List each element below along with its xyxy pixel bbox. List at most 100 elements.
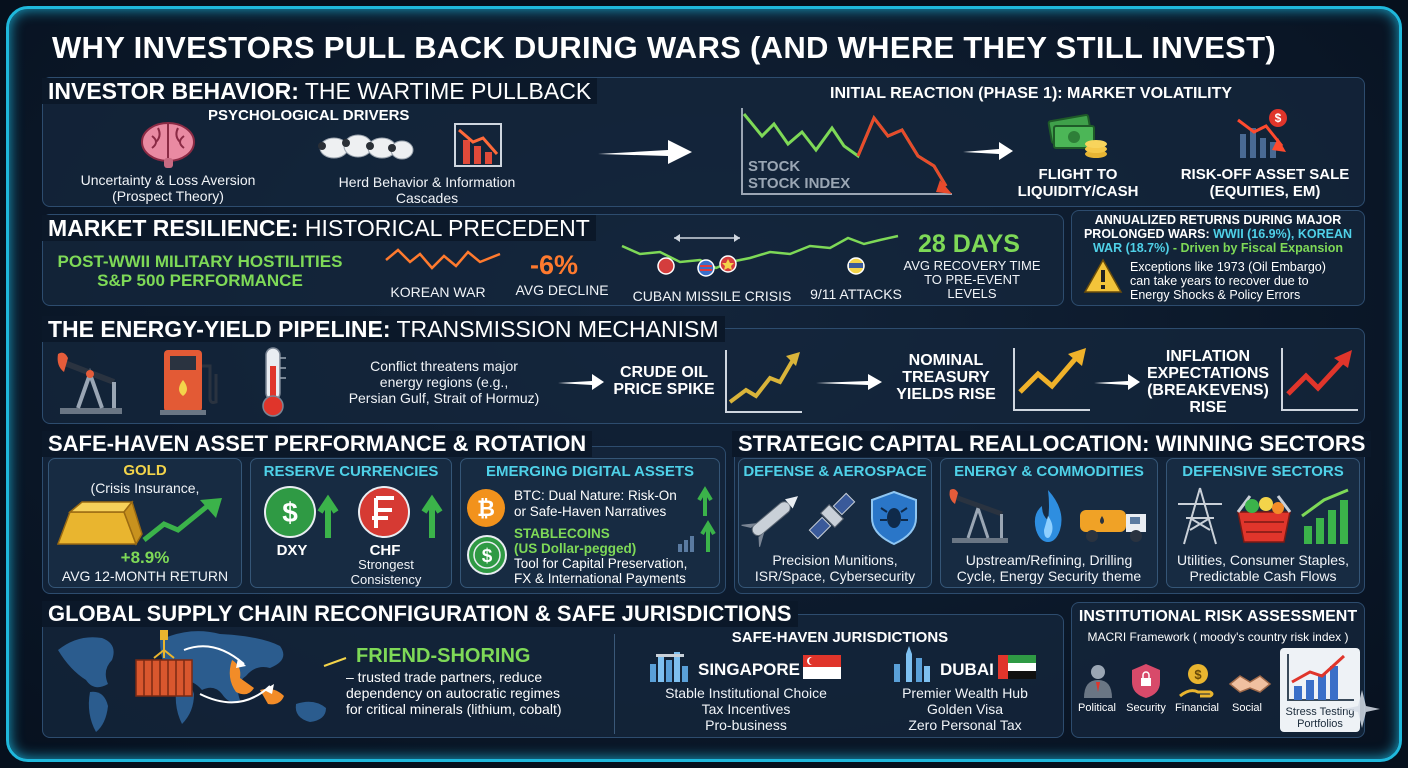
infl-line3: (BREAKEVENS)	[1147, 382, 1269, 399]
stress-line1: Stress Testing	[1285, 706, 1355, 718]
sg-line2: Tax Incentives	[701, 701, 791, 717]
flight-to-liquidity: FLIGHT TO LIQUIDITY/CASH	[998, 166, 1158, 200]
dubai-skyline-icon	[894, 646, 930, 682]
gold-sub: (Crisis Insurance,	[90, 480, 200, 496]
conflict-line3: Persian Gulf, Strait of Hormuz)	[348, 390, 540, 406]
friend-shoring-arrow-icon	[323, 657, 347, 667]
defense-icons	[741, 490, 917, 547]
sg-line3: Pro-business	[705, 717, 787, 733]
stable-line4: FX & International Payments	[514, 571, 686, 586]
uae-flag-icon	[998, 655, 1036, 679]
svg-text:$: $	[482, 546, 493, 567]
recovery-days-value: 28 DAYS	[918, 230, 1020, 258]
strategic-heading: STRATEGIC CAPITAL REALLOCATION: WINNING …	[732, 431, 1372, 457]
singapore-label: SINGAPORE	[698, 660, 801, 679]
psych-drivers-title: PSYCHOLOGICAL DRIVERS	[208, 107, 410, 124]
supply-chain-heading: GLOBAL SUPPLY CHAIN RECONFIGURATION & SA…	[42, 601, 798, 627]
brain-icon	[141, 122, 195, 168]
singapore-flag-icon	[803, 655, 841, 679]
investor-behavior-heading: INVESTOR BEHAVIOR: THE WARTIME PULLBACK	[42, 78, 598, 104]
inflation-chart	[1281, 348, 1358, 411]
flight-line1: FLIGHT TO	[1038, 166, 1118, 183]
defensive-icons	[1178, 487, 1349, 545]
post-line2: S&P 500 PERFORMANCE	[97, 271, 303, 290]
sparkle-icon	[1344, 690, 1380, 728]
arrow-icon-pipeline-2	[816, 374, 882, 390]
svg-text:$: $	[282, 497, 298, 528]
days-line1: AVG RECOVERY TIME	[903, 258, 1041, 273]
gas-pump-icon	[160, 350, 218, 415]
exc-line3: Energy Shocks & Policy Errors	[1130, 288, 1301, 302]
svg-text:$: $	[1275, 111, 1282, 125]
jurisdictions-title: SAFE-HAVEN JURISDICTIONS	[731, 629, 949, 646]
dxy-label: DXY	[276, 542, 308, 559]
oil-pump-icon	[57, 352, 122, 414]
nominal-yields-label: NOMINAL TREASURY YIELDS RISE	[884, 352, 1008, 403]
prospect-theory-label: (Prospect Theory)	[112, 188, 224, 204]
financial-label: Financial	[1174, 702, 1220, 714]
riskoff-line1: RISK-OFF ASSET SALE	[1180, 166, 1350, 183]
initial-reaction-title: INITIAL REACTION (PHASE 1): MARKET VOLAT…	[830, 85, 1233, 102]
btc-line2: or Safe-Haven Narratives	[514, 504, 667, 519]
energy-commodities-title: ENERGY & COMMODITIES	[954, 463, 1144, 480]
reserve-currencies-title: RESERVE CURRENCIES	[263, 463, 439, 480]
exc-line1: Exceptions like 1973 (Oil Embargo)	[1130, 260, 1326, 274]
defsec-line1: Utilities, Consumer Staples,	[1177, 552, 1349, 568]
arrow-icon-small	[963, 142, 1013, 160]
gold-title: GOLD	[123, 462, 167, 479]
recovery-line-chart	[621, 234, 899, 277]
cash-stack-icon	[1047, 114, 1107, 158]
warning-icon	[1083, 258, 1123, 293]
korean-war-label: KOREAN WAR	[390, 284, 486, 300]
conflict-text: Conflict threatens major energy regions …	[326, 358, 562, 406]
arrow-icon-pipeline-3	[1094, 374, 1140, 390]
crude-oil-chart	[725, 350, 802, 413]
singapore-desc: Stable Institutional Choice Tax Incentive…	[640, 685, 852, 733]
gold-return-value: +8.9%	[120, 548, 170, 567]
defense-title: DEFENSE & AEROSPACE	[743, 463, 927, 480]
post-line1: POST-WWII MILITARY HOSTILITIES	[57, 252, 343, 271]
korean-war-line	[385, 248, 501, 270]
dubai-desc: Premier Wealth Hub Golden Visa Zero Person…	[870, 685, 1060, 733]
flight-line2: LIQUIDITY/CASH	[1017, 183, 1139, 200]
gold-bar-icon	[56, 498, 222, 546]
cascades-label: Cascades	[395, 190, 459, 206]
uncertainty-label: Uncertainty & Loss Aversion	[80, 172, 256, 188]
cuban-missile-label: CUBAN MISSILE CRISIS	[632, 288, 792, 304]
world-map-graphic	[58, 630, 326, 732]
friend-line1: – trusted trade partners, reduce	[346, 669, 543, 685]
risk-category-icons: $	[1084, 664, 1272, 698]
friend-line2: dependency on autocratic regimes	[346, 685, 561, 701]
stock-index-text: STOCK INDEX	[748, 175, 851, 192]
stable-line1: STABLECOINS	[514, 526, 610, 541]
avg-decline-label: AVG DECLINE	[515, 282, 609, 298]
energy-line2: Cycle, Energy Security theme	[956, 568, 1142, 584]
btc-up-arrow-icon	[697, 486, 713, 516]
svg-text:₿: ₿	[477, 496, 495, 521]
chf-sub2: Consistency	[350, 572, 422, 587]
nominal-line3: YIELDS RISE	[896, 386, 996, 403]
thermometer-icon	[262, 347, 286, 417]
stress-testing-label: Stress Testing Portfolios	[1280, 706, 1360, 730]
stablecoin-text: STABLECOINS (US Dollar-pegged) Tool for …	[514, 526, 687, 586]
energy-icons	[949, 489, 1146, 543]
exc-line2: can take years to recover due to	[1130, 274, 1309, 288]
ann-line2: PROLONGED WARS: WWII (16.9%), KOREAN	[1083, 227, 1353, 241]
digital-assets-title: EMERGING DIGITAL ASSETS	[485, 463, 695, 480]
declining-chart-icon	[454, 123, 502, 167]
arrow-icon-pipeline-1	[558, 374, 604, 390]
risk-off-sale: RISK-OFF ASSET SALE (EQUITIES, EM)	[1170, 166, 1360, 200]
institutional-risk-title: INSTITUTIONAL RISK ASSESSMENT	[1078, 608, 1358, 625]
inflation-expectations-label: INFLATION EXPECTATIONS (BREAKEVENS) RISE	[1140, 348, 1276, 416]
friend-shoring-desc: – trusted trade partners, reduce depende…	[346, 669, 562, 717]
energy-yield-heading: THE ENERGY-YIELD PIPELINE: TRANSMISSION …	[42, 316, 725, 342]
stress-line2: Portfolios	[1297, 718, 1343, 730]
conflict-line2: energy regions (e.g.,	[379, 374, 509, 390]
riskoff-line2: (EQUITIES, EM)	[1209, 183, 1321, 200]
nominal-line1: NOMINAL	[908, 352, 984, 369]
stress-testing-chart-icon	[1287, 654, 1354, 701]
market-resilience-heading: MARKET RESILIENCE: HISTORICAL PRECEDENT	[42, 215, 596, 241]
defensive-desc: Utilities, Consumer Staples, Predictable …	[1166, 552, 1360, 584]
chf-label: CHF	[369, 542, 401, 559]
infl-line4: RISE	[1189, 399, 1227, 416]
